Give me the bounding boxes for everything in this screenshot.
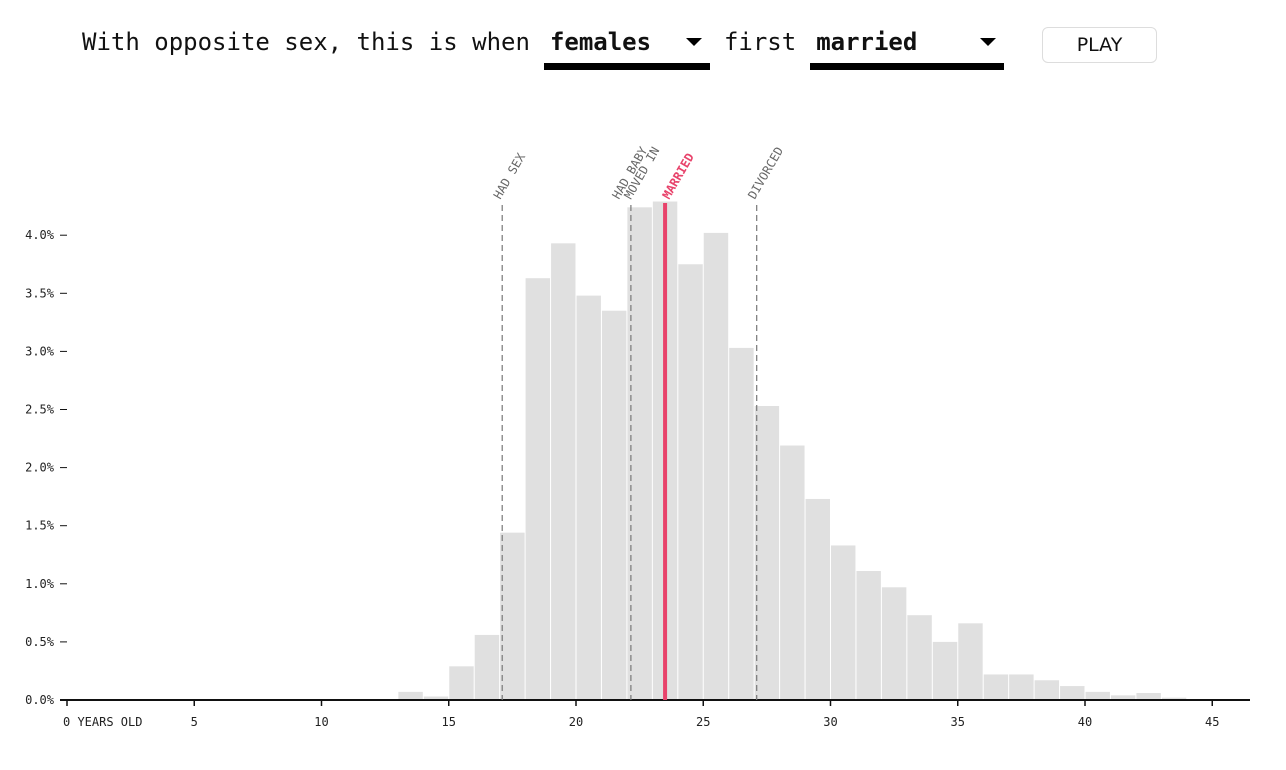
sentence-prefix: With opposite sex, this is when <box>82 28 530 56</box>
event-select-value: married <box>816 28 918 56</box>
histogram-bar <box>601 310 627 700</box>
histogram-bar <box>983 674 1009 700</box>
x-tick-label: 15 <box>442 715 456 729</box>
histogram-bar <box>1136 693 1161 700</box>
event-select[interactable]: married <box>810 22 1005 70</box>
histogram-bar <box>780 445 805 700</box>
histogram-bar <box>525 278 551 700</box>
histogram-bar <box>831 545 856 700</box>
x-tick-label: 5 <box>191 715 198 729</box>
x-tick-label: 25 <box>696 715 710 729</box>
y-tick-label: 1.5% <box>25 519 55 533</box>
play-button[interactable]: PLAY <box>1042 27 1157 63</box>
y-tick-label: 2.0% <box>25 461 55 475</box>
x-tick-label: 40 <box>1078 715 1092 729</box>
sex-select-value: females <box>549 28 652 56</box>
event-marker-label: DIVORCED <box>745 144 786 201</box>
histogram-bar <box>1161 697 1187 700</box>
x-tick-label: 10 <box>314 715 328 729</box>
sex-select[interactable]: females <box>543 22 710 70</box>
histogram-bar <box>423 696 449 700</box>
x-tick-label: 20 <box>569 715 583 729</box>
histogram-bar <box>576 295 601 700</box>
y-tick-label: 0.0% <box>25 693 55 707</box>
caret-down-icon <box>685 38 702 46</box>
histogram-bar <box>881 587 907 700</box>
y-tick-label: 2.5% <box>25 403 55 417</box>
histogram-bar <box>398 691 423 700</box>
x-tick-label: 30 <box>823 715 837 729</box>
histogram-bar <box>1009 674 1034 700</box>
event-marker-label: HAD SEX <box>491 150 529 201</box>
histogram-bar <box>1110 695 1136 700</box>
x-tick-label: 45 <box>1205 715 1219 729</box>
sentence-middle: first <box>723 28 797 56</box>
y-tick-label: 0.5% <box>25 635 55 649</box>
histogram-bar <box>907 615 932 700</box>
y-tick-label: 4.0% <box>25 228 55 242</box>
married-marker-label: MARRIED <box>660 151 697 202</box>
histogram-bar <box>474 634 500 700</box>
y-tick-label: 3.5% <box>25 286 55 300</box>
histogram-bar <box>805 498 830 700</box>
histogram-bar <box>958 623 983 700</box>
histogram-bar <box>551 243 576 701</box>
x-tick-label: 35 <box>951 715 965 729</box>
histogram-bar <box>678 264 703 700</box>
histogram-bar <box>449 666 474 700</box>
histogram-bar <box>754 406 780 700</box>
y-tick-label: 1.0% <box>25 577 55 591</box>
y-tick-label: 3.0% <box>25 344 55 358</box>
histogram-bar <box>703 232 729 700</box>
histogram-bar <box>856 571 881 700</box>
histogram-bar <box>729 347 754 700</box>
sentence-controls: With opposite sex, this is when females … <box>82 22 1018 72</box>
histogram-bar <box>1034 680 1060 700</box>
histogram-bar <box>1060 686 1085 700</box>
histogram-bar <box>500 532 525 700</box>
histogram-bar <box>932 641 958 700</box>
histogram-bar <box>1085 691 1110 700</box>
x-tick-label: 0 YEARS OLD <box>63 715 142 729</box>
caret-down-icon <box>980 38 997 46</box>
